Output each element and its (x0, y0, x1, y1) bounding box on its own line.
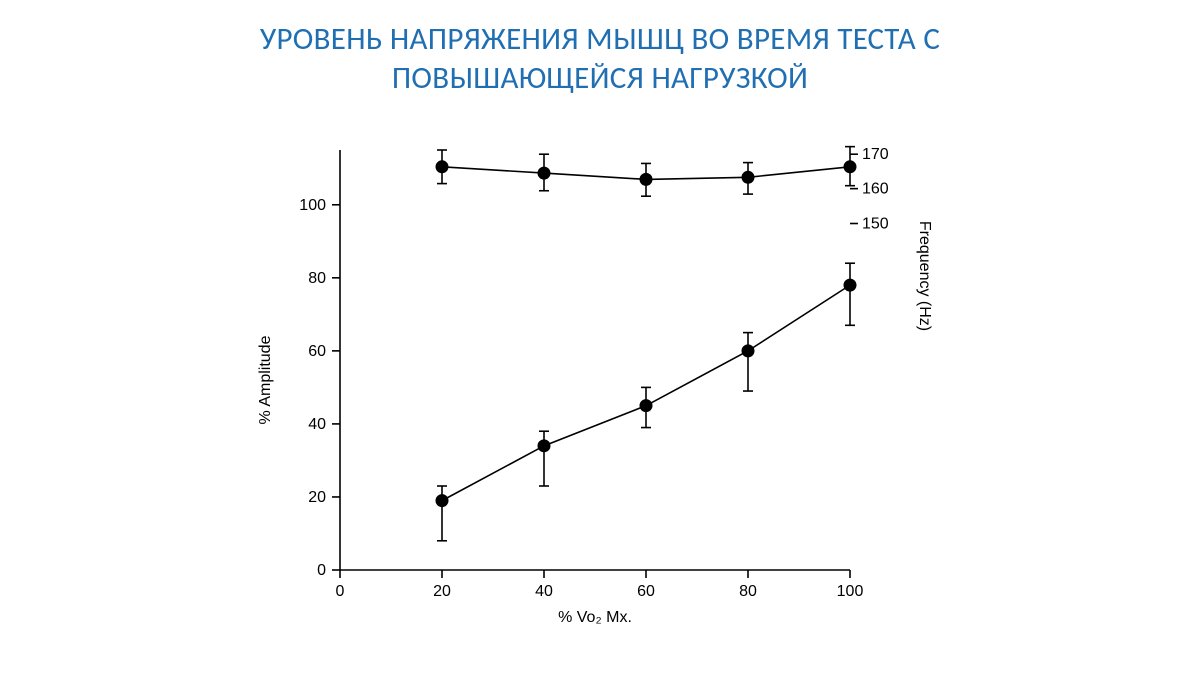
chart-svg: 0 20 40 60 80 100 % Vo₂ Mx. 0 20 40 60 80 100 % Ampli… (210, 130, 980, 650)
y-tick-label-left: 80 (308, 270, 326, 287)
y-tick-label-right: 150 (862, 216, 889, 233)
amplitude-marker (844, 279, 856, 291)
amplitude-marker (538, 440, 550, 452)
y-tick-label-left: 0 (317, 562, 326, 579)
y-tick-label-left: 60 (308, 343, 326, 360)
chart-container: 0 20 40 60 80 100 % Vo₂ Mx. 0 20 40 60 80 100 % Ampli… (210, 130, 980, 650)
slide-title: УРОВЕНЬ НАПРЯЖЕНИЯ МЫШЦ ВО ВРЕМЯ ТЕСТА С… (0, 20, 1200, 98)
frequency-marker (640, 173, 652, 185)
frequency-marker (538, 167, 550, 179)
title-line-1: УРОВЕНЬ НАПРЯЖЕНИЯ МЫШЦ ВО ВРЕМЯ ТЕСТА С (260, 20, 940, 58)
x-axis-label: % Vo₂ Mx. (558, 609, 632, 626)
x-tick-label: 20 (433, 583, 451, 600)
slide: УРОВЕНЬ НАПРЯЖЕНИЯ МЫШЦ ВО ВРЕМЯ ТЕСТА С… (0, 0, 1200, 675)
frequency-marker (742, 171, 754, 183)
x-tick-label: 60 (637, 583, 655, 600)
amplitude-marker (742, 345, 754, 357)
y-tick-label-left: 100 (299, 197, 326, 214)
x-tick-label: 0 (336, 583, 345, 600)
y-tick-label-left: 20 (308, 489, 326, 506)
x-tick-label: 100 (837, 583, 864, 600)
amplitude-marker (436, 495, 448, 507)
x-tick-label: 40 (535, 583, 553, 600)
y-tick-label-left: 40 (308, 416, 326, 433)
frequency-marker (436, 161, 448, 173)
y-tick-label-right: 170 (862, 146, 889, 163)
y-axis-label-right: Frequency (Hz) (916, 221, 933, 331)
frequency-marker (844, 161, 856, 173)
y-axis-label-left: % Amplitude (257, 335, 274, 424)
y-tick-label-right: 160 (862, 181, 889, 198)
title-line-2: ПОВЫШАЮЩЕЙСЯ НАГРУЗКОЙ (392, 59, 808, 97)
x-tick-label: 80 (739, 583, 757, 600)
amplitude-marker (640, 400, 652, 412)
